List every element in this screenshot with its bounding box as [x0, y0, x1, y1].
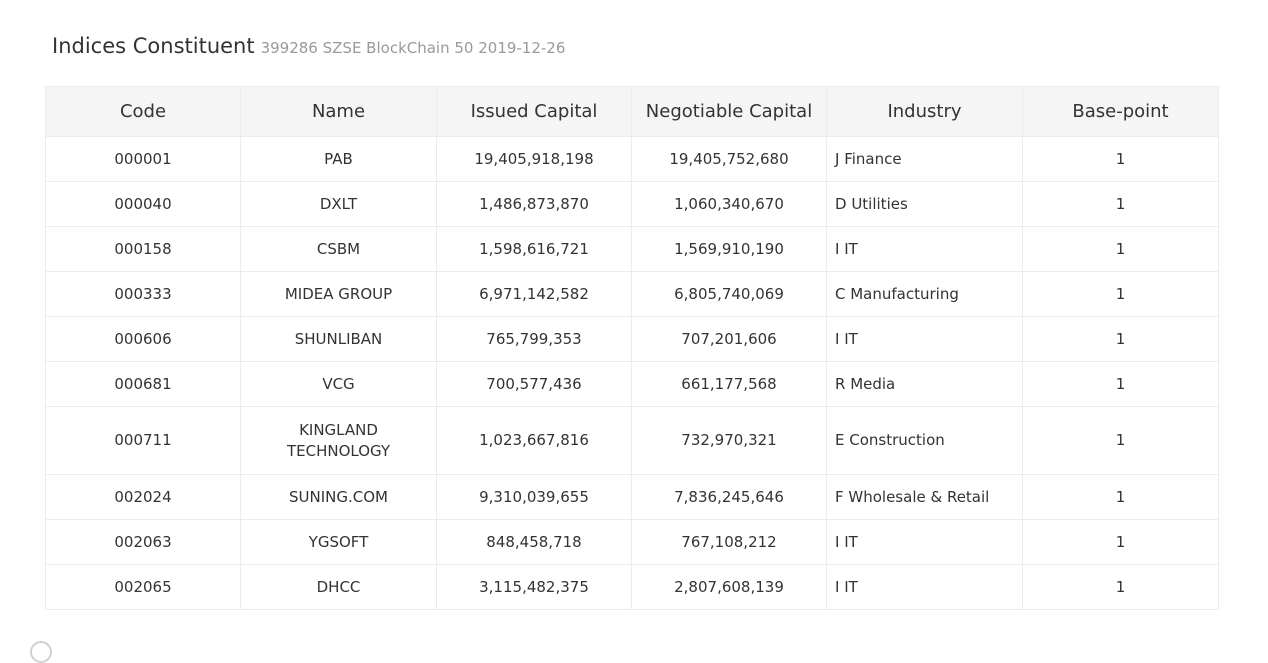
table-row: 000711 KINGLAND TECHNOLOGY 1,023,667,816…	[45, 406, 1219, 475]
partial-circle-icon	[30, 641, 52, 663]
title-row: Indices Constituent 399286 SZSE BlockChai…	[52, 34, 565, 64]
column-header-base-point[interactable]: Base-point	[1022, 86, 1219, 137]
cell-industry: F Wholesale & Retail	[826, 474, 1023, 520]
cell-code: 000040	[45, 181, 241, 227]
cell-name: VCG	[240, 361, 437, 407]
cell-code: 002063	[45, 519, 241, 565]
cell-code: 000158	[45, 226, 241, 272]
cell-industry: I IT	[826, 316, 1023, 362]
cell-industry: J Finance	[826, 136, 1023, 182]
cell-negotiable-capital: 1,569,910,190	[631, 226, 827, 272]
table-row: 000040 DXLT 1,486,873,870 1,060,340,670 …	[45, 181, 1219, 227]
table-row: 000158 CSBM 1,598,616,721 1,569,910,190 …	[45, 226, 1219, 272]
constituents-table: Code Name Issued Capital Negotiable Capi…	[45, 86, 1219, 610]
cell-code: 000681	[45, 361, 241, 407]
cell-code: 000333	[45, 271, 241, 317]
table-row: 002024 SUNING.COM 9,310,039,655 7,836,24…	[45, 474, 1219, 520]
cell-negotiable-capital: 7,836,245,646	[631, 474, 827, 520]
page-title: Indices Constituent	[52, 34, 255, 58]
cell-code: 000001	[45, 136, 241, 182]
cell-name: SHUNLIBAN	[240, 316, 437, 362]
cell-negotiable-capital: 732,970,321	[631, 406, 827, 475]
cell-name: DHCC	[240, 564, 437, 610]
table-row: 002063 YGSOFT 848,458,718 767,108,212 I …	[45, 519, 1219, 565]
cell-base-point: 1	[1022, 406, 1219, 475]
cell-issued-capital: 1,598,616,721	[436, 226, 632, 272]
table-row: 000333 MIDEA GROUP 6,971,142,582 6,805,7…	[45, 271, 1219, 317]
cell-issued-capital: 3,115,482,375	[436, 564, 632, 610]
cell-issued-capital: 1,023,667,816	[436, 406, 632, 475]
cell-code: 002065	[45, 564, 241, 610]
cell-base-point: 1	[1022, 181, 1219, 227]
cell-name: MIDEA GROUP	[240, 271, 437, 317]
cell-base-point: 1	[1022, 136, 1219, 182]
column-header-code[interactable]: Code	[45, 86, 241, 137]
cell-negotiable-capital: 707,201,606	[631, 316, 827, 362]
cell-name: DXLT	[240, 181, 437, 227]
cell-base-point: 1	[1022, 474, 1219, 520]
cell-issued-capital: 765,799,353	[436, 316, 632, 362]
cell-name: CSBM	[240, 226, 437, 272]
cell-industry: C Manufacturing	[826, 271, 1023, 317]
cell-base-point: 1	[1022, 226, 1219, 272]
cell-name: PAB	[240, 136, 437, 182]
cell-industry: D Utilities	[826, 181, 1023, 227]
cell-issued-capital: 700,577,436	[436, 361, 632, 407]
column-header-negotiable-capital[interactable]: Negotiable Capital	[631, 86, 827, 137]
cell-issued-capital: 19,405,918,198	[436, 136, 632, 182]
table-row: 000681 VCG 700,577,436 661,177,568 R Med…	[45, 361, 1219, 407]
cell-code: 002024	[45, 474, 241, 520]
cell-base-point: 1	[1022, 271, 1219, 317]
cell-code: 000606	[45, 316, 241, 362]
cell-industry: I IT	[826, 519, 1023, 565]
cell-industry: I IT	[826, 564, 1023, 610]
cell-industry: R Media	[826, 361, 1023, 407]
table-row: 000001 PAB 19,405,918,198 19,405,752,680…	[45, 136, 1219, 182]
cell-name: SUNING.COM	[240, 474, 437, 520]
cell-issued-capital: 9,310,039,655	[436, 474, 632, 520]
constituents-table-container: Code Name Issued Capital Negotiable Capi…	[45, 86, 1219, 610]
column-header-name[interactable]: Name	[240, 86, 437, 137]
cell-negotiable-capital: 767,108,212	[631, 519, 827, 565]
cell-base-point: 1	[1022, 564, 1219, 610]
column-header-industry[interactable]: Industry	[826, 86, 1023, 137]
cell-negotiable-capital: 1,060,340,670	[631, 181, 827, 227]
cell-industry: E Construction	[826, 406, 1023, 475]
page-subtitle: 399286 SZSE BlockChain 50 2019-12-26	[260, 39, 566, 57]
cell-issued-capital: 848,458,718	[436, 519, 632, 565]
table-row: 000606 SHUNLIBAN 765,799,353 707,201,606…	[45, 316, 1219, 362]
cell-negotiable-capital: 6,805,740,069	[631, 271, 827, 317]
cell-negotiable-capital: 2,807,608,139	[631, 564, 827, 610]
cell-code: 000711	[45, 406, 241, 475]
table-header-row: Code Name Issued Capital Negotiable Capi…	[45, 86, 1219, 137]
cell-base-point: 1	[1022, 519, 1219, 565]
cell-name: YGSOFT	[240, 519, 437, 565]
cell-negotiable-capital: 661,177,568	[631, 361, 827, 407]
table-row: 002065 DHCC 3,115,482,375 2,807,608,139 …	[45, 564, 1219, 610]
cell-base-point: 1	[1022, 361, 1219, 407]
cell-name: KINGLAND TECHNOLOGY	[240, 406, 437, 475]
column-header-issued-capital[interactable]: Issued Capital	[436, 86, 632, 137]
cell-base-point: 1	[1022, 316, 1219, 362]
cell-issued-capital: 6,971,142,582	[436, 271, 632, 317]
cell-industry: I IT	[826, 226, 1023, 272]
cell-issued-capital: 1,486,873,870	[436, 181, 632, 227]
cell-negotiable-capital: 19,405,752,680	[631, 136, 827, 182]
